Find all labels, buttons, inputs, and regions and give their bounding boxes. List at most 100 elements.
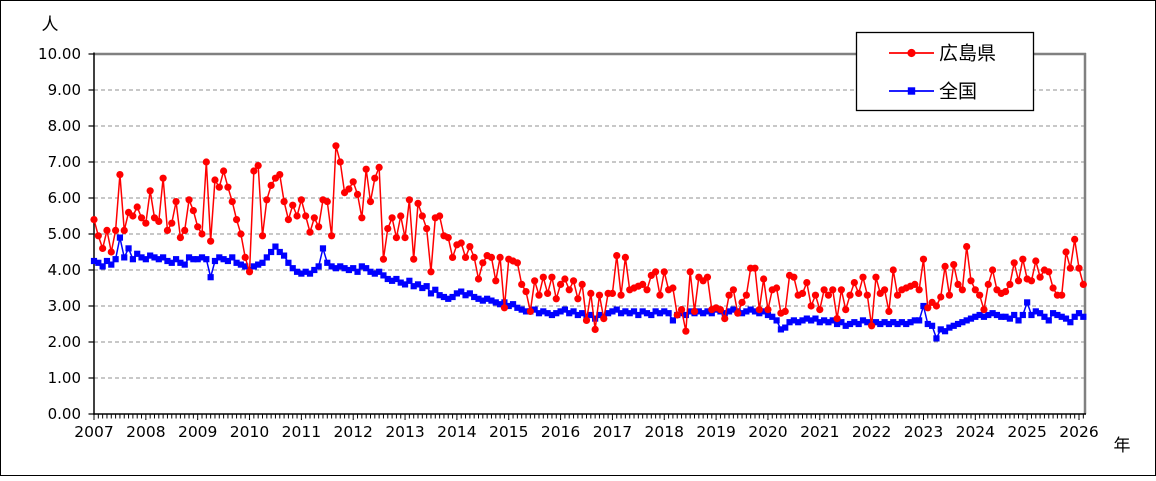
series-marker-zenkoku xyxy=(276,248,283,256)
series-marker-zenkoku xyxy=(825,319,832,326)
x-year-label: 2013 xyxy=(385,423,424,441)
series-marker-zenkoku xyxy=(773,317,780,324)
series-marker-hiroshima xyxy=(919,255,928,263)
series-marker-zenkoku xyxy=(1075,310,1083,317)
series-marker-hiroshima xyxy=(587,289,595,297)
series-marker-zenkoku xyxy=(605,310,612,317)
series-marker-hiroshima xyxy=(245,268,254,276)
series-marker-zenkoku xyxy=(397,279,404,286)
series-marker-zenkoku xyxy=(1080,313,1087,320)
x-year-label: 2023 xyxy=(904,423,943,441)
series-marker-hiroshima xyxy=(738,298,746,306)
series-marker-zenkoku xyxy=(1054,311,1061,319)
series-marker-hiroshima xyxy=(99,244,107,252)
series-marker-zenkoku xyxy=(263,254,270,261)
series-marker-zenkoku xyxy=(423,283,430,290)
series-marker-zenkoku xyxy=(99,263,106,270)
series-marker-zenkoku xyxy=(682,311,689,319)
series-marker-zenkoku xyxy=(721,310,728,317)
series-marker-zenkoku xyxy=(980,313,988,320)
series-marker-zenkoku xyxy=(656,310,664,317)
series-marker-hiroshima xyxy=(742,291,750,299)
legend-label-zenkoku: 全国 xyxy=(939,81,977,103)
x-year-label: 2016 xyxy=(541,423,580,441)
series-marker-zenkoku xyxy=(242,263,249,270)
series-marker-zenkoku xyxy=(302,268,309,275)
series-marker-zenkoku xyxy=(842,322,849,329)
series-marker-hiroshima xyxy=(755,306,763,314)
series-marker-zenkoku xyxy=(341,265,348,272)
x-year-label: 2012 xyxy=(333,423,372,441)
series-marker-zenkoku xyxy=(410,283,417,290)
series-marker-zenkoku xyxy=(544,310,551,317)
series-marker-hiroshima xyxy=(859,273,867,281)
series-marker-zenkoku xyxy=(190,256,197,263)
series-marker-zenkoku xyxy=(963,317,970,324)
series-marker-zenkoku xyxy=(829,317,836,324)
series-marker-hiroshima xyxy=(215,183,223,191)
series-marker-hiroshima xyxy=(807,302,815,310)
series-marker-hiroshima xyxy=(479,259,487,267)
series-marker-zenkoku xyxy=(639,308,646,315)
series-marker-hiroshima xyxy=(397,212,405,220)
series-marker-zenkoku xyxy=(596,311,603,319)
x-axis-unit-label: 年 xyxy=(1114,436,1131,456)
series-marker-zenkoku xyxy=(453,290,460,297)
series-marker-zenkoku xyxy=(613,306,620,313)
series-marker-zenkoku xyxy=(354,268,361,275)
x-year-label: 2015 xyxy=(489,423,528,441)
series-marker-zenkoku xyxy=(898,319,905,326)
series-marker-hiroshima xyxy=(924,304,932,312)
series-marker-zenkoku xyxy=(808,317,815,324)
series-marker-hiroshima xyxy=(448,253,457,261)
series-marker-hiroshima xyxy=(561,275,569,283)
series-marker-zenkoku xyxy=(514,304,521,311)
series-marker-zenkoku xyxy=(328,263,335,270)
series-marker-hiroshima xyxy=(569,277,578,285)
series-marker-zenkoku xyxy=(1049,310,1057,317)
x-year-label: 2020 xyxy=(748,423,787,441)
series-marker-hiroshima xyxy=(492,277,500,285)
series-marker-zenkoku xyxy=(751,308,759,315)
series-marker-zenkoku xyxy=(492,299,499,306)
series-marker-zenkoku xyxy=(198,254,206,261)
series-marker-zenkoku xyxy=(272,243,279,250)
series-marker-hiroshima xyxy=(565,286,573,294)
series-marker-zenkoku xyxy=(816,319,823,326)
series-marker-hiroshima xyxy=(617,291,625,299)
series-marker-hiroshima xyxy=(474,275,483,283)
series-marker-zenkoku xyxy=(367,268,374,275)
series-marker-zenkoku xyxy=(652,308,659,315)
series-marker-zenkoku xyxy=(350,265,357,272)
series-marker-zenkoku xyxy=(255,261,262,268)
series-marker-hiroshima xyxy=(976,291,984,299)
series-marker-hiroshima xyxy=(885,307,893,315)
series-marker-hiroshima xyxy=(703,273,712,281)
x-year-label: 2011 xyxy=(282,423,321,441)
series-marker-hiroshima xyxy=(237,230,245,238)
series-marker-zenkoku xyxy=(155,256,162,263)
series-marker-zenkoku xyxy=(851,319,858,326)
series-marker-zenkoku xyxy=(138,254,145,261)
series-marker-zenkoku xyxy=(116,234,124,241)
series-marker-hiroshima xyxy=(522,288,530,296)
series-marker-hiroshima xyxy=(803,279,811,287)
series-marker-hiroshima xyxy=(133,203,141,211)
series-marker-hiroshima xyxy=(410,255,418,263)
series-marker-hiroshima xyxy=(1058,291,1066,299)
series-marker-hiroshima xyxy=(388,214,396,222)
series-marker-zenkoku xyxy=(306,270,314,277)
series-marker-zenkoku xyxy=(954,320,962,328)
series-marker-hiroshima xyxy=(423,225,431,233)
series-marker-hiroshima xyxy=(254,162,262,170)
series-marker-zenkoku xyxy=(194,256,201,263)
series-marker-zenkoku xyxy=(937,326,944,333)
series-marker-hiroshima xyxy=(1071,235,1079,243)
series-marker-hiroshima xyxy=(941,262,949,270)
series-marker-hiroshima xyxy=(889,266,897,274)
x-year-label: 2017 xyxy=(593,423,632,441)
series-marker-zenkoku xyxy=(609,308,616,315)
series-marker-zenkoku xyxy=(976,311,983,319)
series-marker-hiroshima xyxy=(94,232,102,240)
series-marker-zenkoku xyxy=(90,257,98,265)
